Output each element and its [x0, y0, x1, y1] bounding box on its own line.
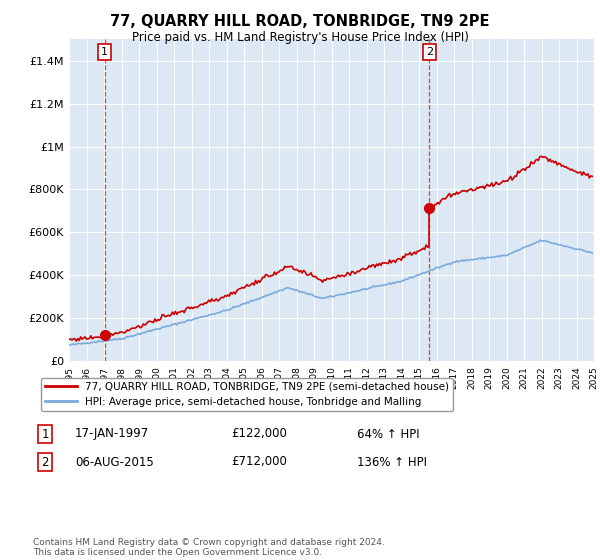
Text: 06-AUG-2015: 06-AUG-2015 [75, 455, 154, 469]
Text: 136% ↑ HPI: 136% ↑ HPI [357, 455, 427, 469]
Text: Contains HM Land Registry data © Crown copyright and database right 2024.
This d: Contains HM Land Registry data © Crown c… [33, 538, 385, 557]
Text: 64% ↑ HPI: 64% ↑ HPI [357, 427, 419, 441]
Text: 1: 1 [101, 47, 108, 57]
Text: Price paid vs. HM Land Registry's House Price Index (HPI): Price paid vs. HM Land Registry's House … [131, 31, 469, 44]
Legend: 77, QUARRY HILL ROAD, TONBRIDGE, TN9 2PE (semi-detached house), HPI: Average pri: 77, QUARRY HILL ROAD, TONBRIDGE, TN9 2PE… [41, 377, 453, 411]
Text: 77, QUARRY HILL ROAD, TONBRIDGE, TN9 2PE: 77, QUARRY HILL ROAD, TONBRIDGE, TN9 2PE [110, 14, 490, 29]
Text: 2: 2 [41, 455, 49, 469]
Text: £122,000: £122,000 [231, 427, 287, 441]
Text: 2: 2 [426, 47, 433, 57]
Text: 17-JAN-1997: 17-JAN-1997 [75, 427, 149, 441]
Text: £712,000: £712,000 [231, 455, 287, 469]
Text: 1: 1 [41, 427, 49, 441]
